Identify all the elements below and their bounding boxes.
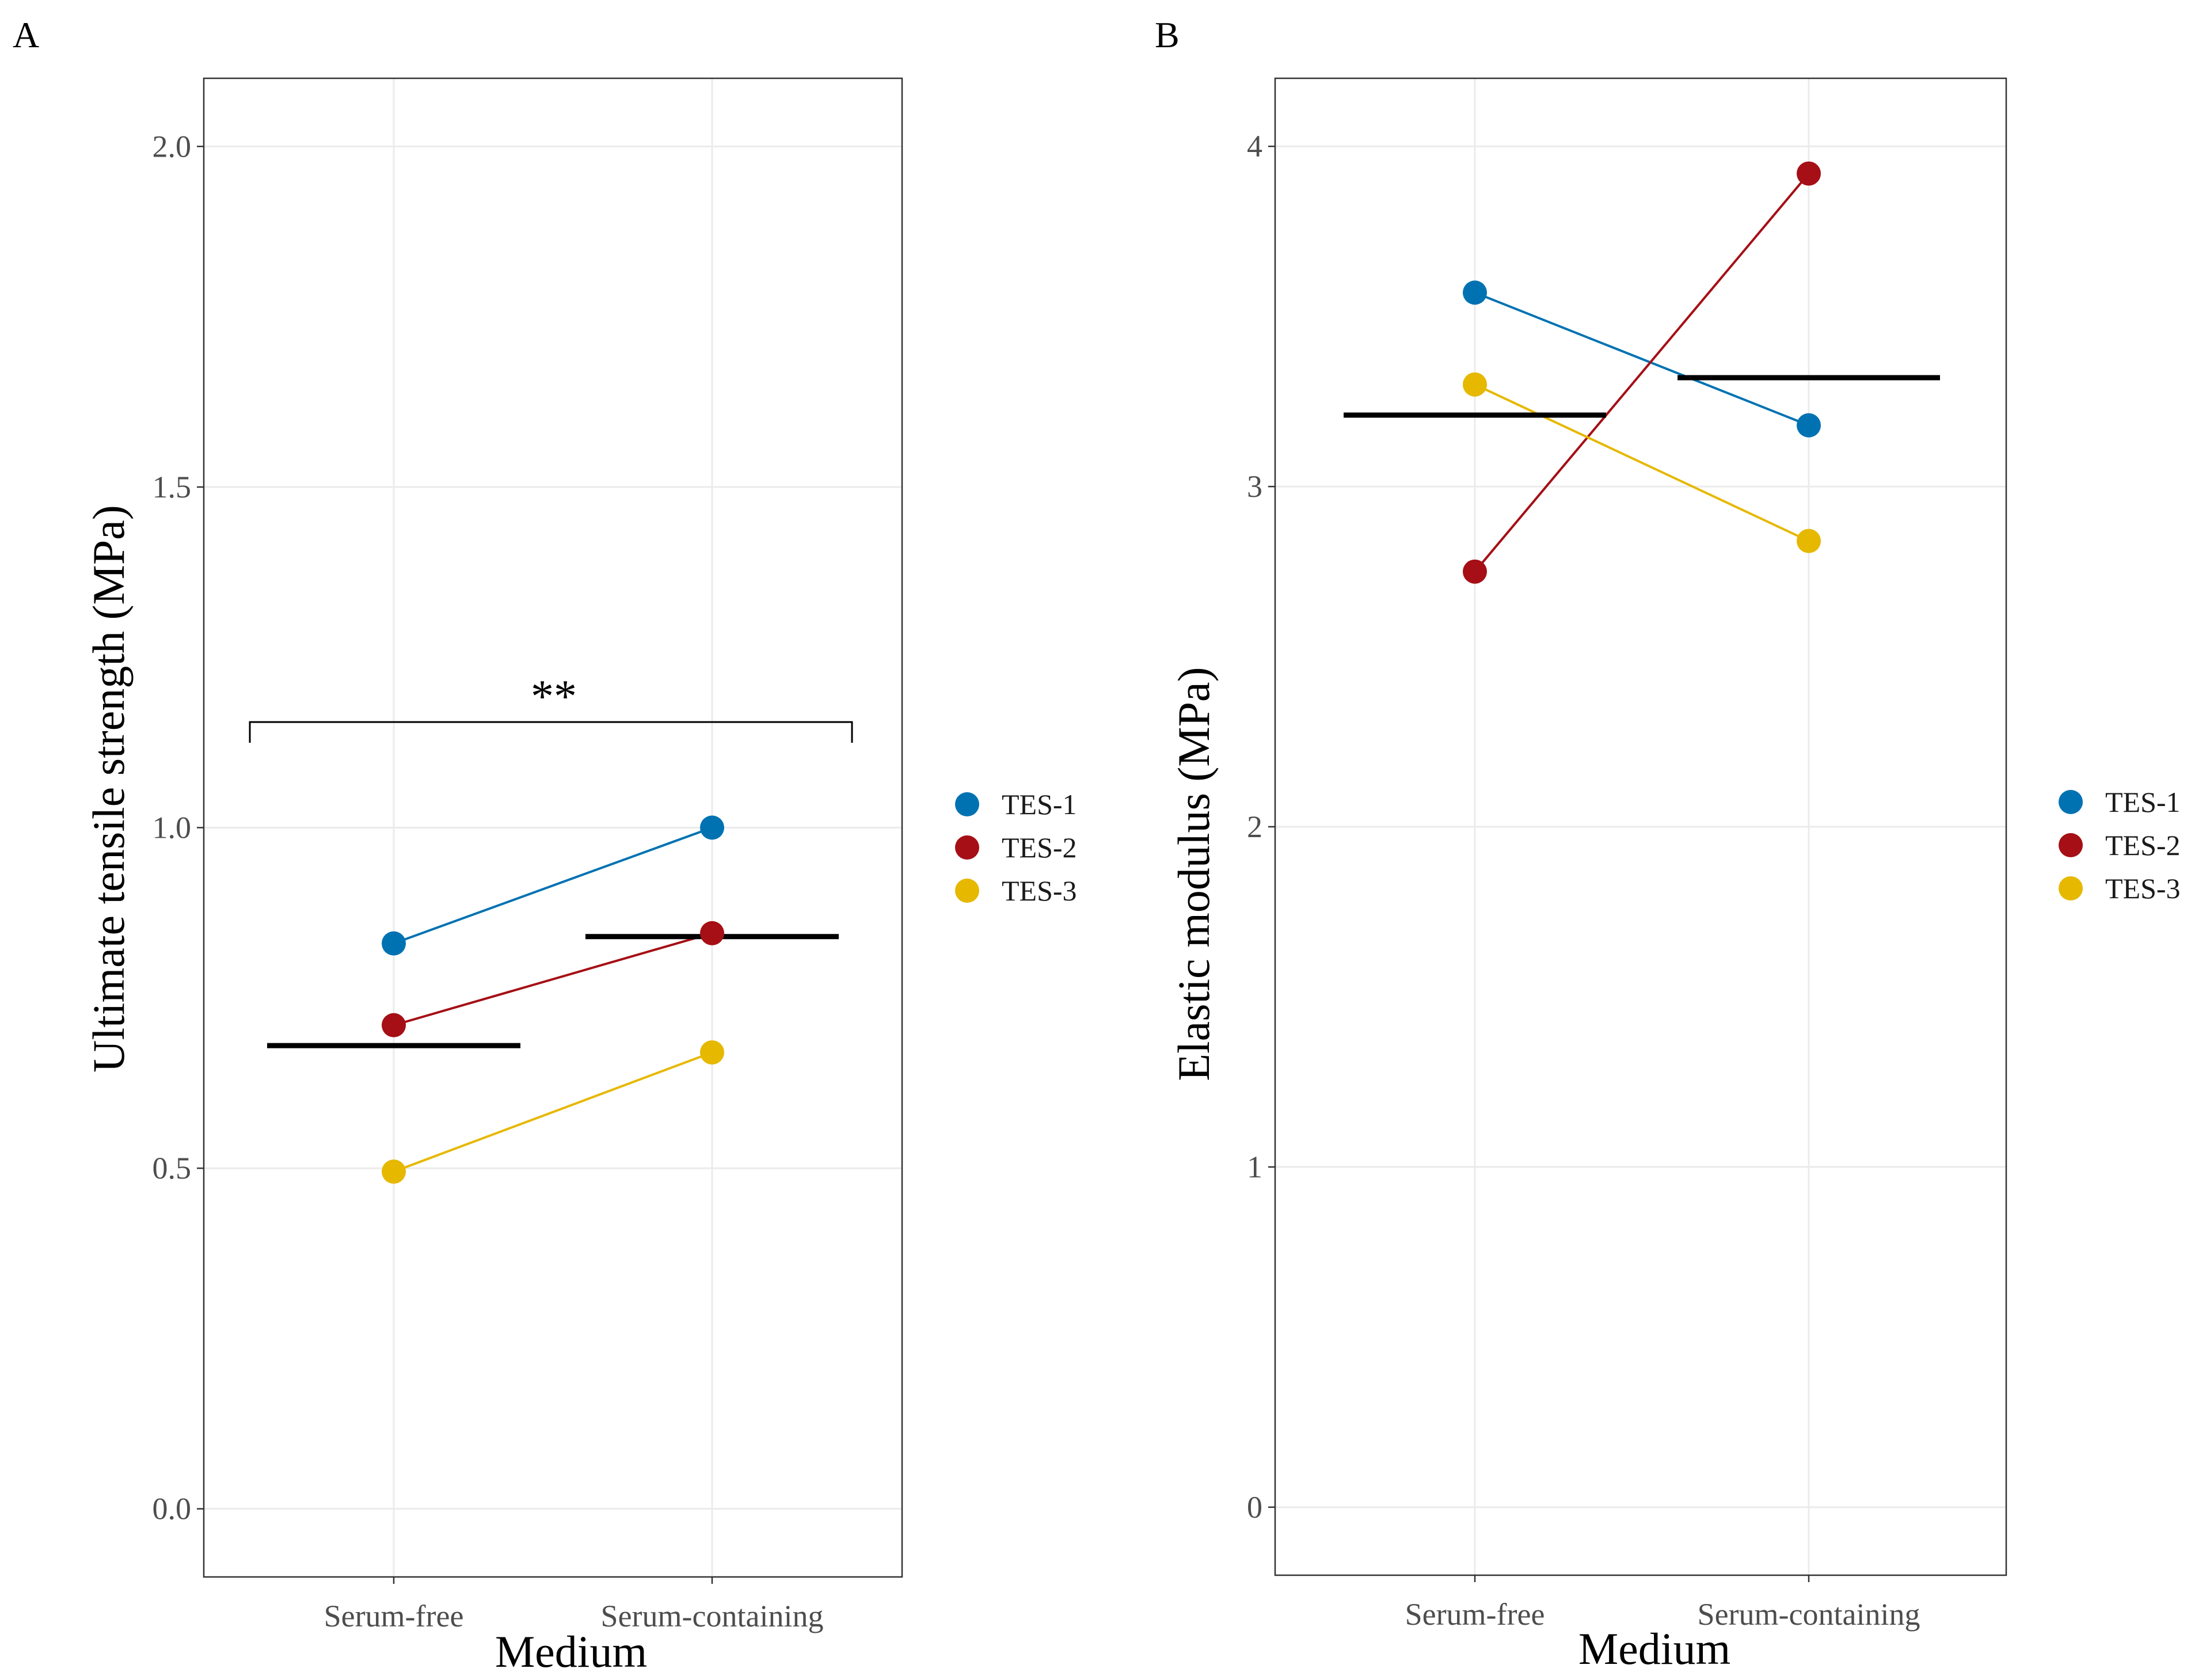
- panel-b-point-tes-3-1: [1797, 529, 1821, 553]
- panel-a-legend-label-tes-2: TES-2: [1002, 831, 1077, 864]
- x-axis-title-a: Medium: [495, 1626, 647, 1677]
- panel-b-legend-key-tes-3: [2059, 876, 2083, 900]
- panel-a-series-line-tes-2: [393, 932, 713, 1027]
- panel-b-y-tick-label-2: 2: [1247, 809, 1262, 844]
- panel-b: B 0 1 2 3 4 Serum-free Serum-containing Medium…: [1155, 14, 2181, 1674]
- plot-area-b: 0 1 2 3 4 Serum-free Serum-containing: [1247, 77, 2007, 1632]
- panel-b-point-tes-2-1: [1797, 161, 1821, 186]
- panel-b-x-tick-label-1: Serum-containing: [1698, 1597, 1920, 1632]
- panel-b-legend-key-tes-2: [2059, 833, 2083, 857]
- panel-a-y-tick-label-1: 0.5: [153, 1151, 192, 1185]
- panel-b-point-tes-1-1: [1797, 413, 1821, 438]
- panel-a-legend-label-tes-1: TES-1: [1002, 788, 1077, 820]
- panel-a-point-tes-3-1: [700, 1040, 724, 1065]
- y-axis-title-a: Ultimate tensile strength (MPa): [83, 505, 134, 1073]
- panel-b-y-tick-label-1: 1: [1247, 1150, 1262, 1184]
- panel-b-series-line-tes-3: [1474, 383, 1809, 542]
- panel-b-series-line-tes-2: [1474, 173, 1810, 573]
- panel-b-legend-label-tes-3: TES-3: [2105, 872, 2181, 904]
- legend-a: TES-1 TES-2 TES-3: [955, 788, 1077, 907]
- panel-a-series-line-tes-1: [393, 826, 713, 945]
- legend-b: TES-1 TES-2 TES-3: [2059, 786, 2181, 904]
- panel-b-point-tes-1-0: [1463, 280, 1487, 305]
- panel-b-legend-key-tes-1: [2059, 790, 2083, 814]
- panel-b-legend-label-tes-1: TES-1: [2105, 786, 2181, 818]
- panel-a-point-tes-1-1: [700, 815, 724, 840]
- panel-a-point-tes-2-0: [382, 1013, 406, 1037]
- panel-a: A ** 0.0 0.5 1.0 1.5 2.0 Serum-free Serum-conta…: [13, 14, 1077, 1677]
- panel-a-significance-bracket: [249, 721, 853, 743]
- panel-a-legend-label-tes-3: TES-3: [1002, 875, 1077, 907]
- panel-a-y-tick-label-0: 0.0: [153, 1492, 192, 1526]
- panel-a-y-tick-label-4: 2.0: [153, 129, 192, 164]
- panel-b-y-tick-label-0: 0: [1247, 1490, 1262, 1525]
- panel-a-point-tes-3-0: [382, 1160, 406, 1184]
- plot-area-a: ** 0.0 0.5 1.0 1.5 2.0 Serum-free Serum-contain…: [153, 77, 903, 1633]
- panel-a-point-tes-1-0: [382, 931, 406, 956]
- panel-b-legend-label-tes-2: TES-2: [2105, 829, 2181, 861]
- panel-letter-b: B: [1155, 14, 1180, 55]
- panel-a-y-tick-label-2: 1.0: [153, 811, 192, 845]
- panel-a-x-tick-label-0: Serum-free: [324, 1599, 464, 1633]
- panel-b-series-line-tes-1: [1474, 291, 1809, 427]
- panel-a-x-tick-label-1: Serum-containing: [601, 1599, 824, 1633]
- y-axis-title-b: Elastic modulus (MPa): [1169, 667, 1219, 1081]
- panel-a-legend-key-tes-2: [955, 835, 979, 860]
- panel-a-series-line-tes-3: [393, 1051, 713, 1173]
- x-axis-title-b: Medium: [1578, 1624, 1730, 1674]
- panel-letter-a: A: [13, 14, 39, 55]
- panel-a-point-tes-2-1: [700, 921, 724, 945]
- panel-b-x-tick-label-0: Serum-free: [1405, 1597, 1545, 1632]
- panel-a-y-tick-label-3: 1.5: [153, 470, 192, 504]
- panel-b-point-tes-2-0: [1463, 559, 1487, 584]
- panel-b-point-tes-3-0: [1463, 372, 1487, 397]
- panel-b-y-tick-label-3: 3: [1247, 469, 1262, 504]
- panel-a-significance-label: **: [531, 671, 577, 722]
- panel-a-legend-key-tes-1: [955, 792, 979, 816]
- panel-b-y-tick-label-4: 4: [1247, 129, 1262, 164]
- panel-a-legend-key-tes-3: [955, 879, 979, 903]
